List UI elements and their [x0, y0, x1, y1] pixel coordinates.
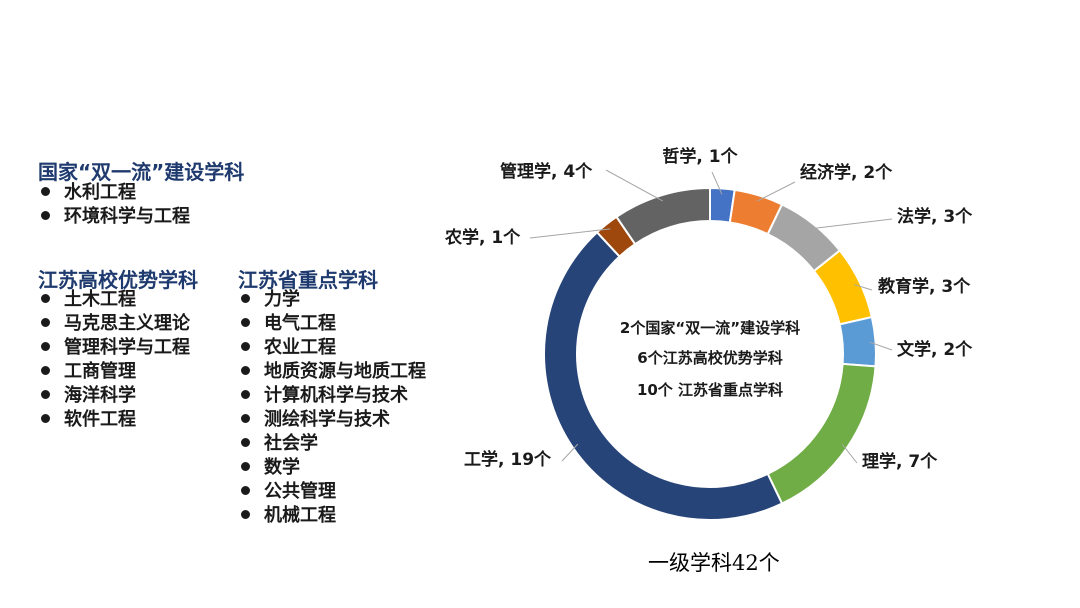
- bullet-icon: [41, 294, 50, 303]
- leader-line: [711, 171, 723, 195]
- list-item-label: 力学: [264, 289, 300, 310]
- bullet-icon: [241, 462, 250, 471]
- double-first-class-heading: 国家“双一流”建设学科: [38, 160, 245, 184]
- list-item-label: 海洋科学: [64, 385, 136, 406]
- list-item: 土木工程: [38, 288, 190, 312]
- list-item: 机械工程: [238, 504, 426, 528]
- bullet-icon: [241, 366, 250, 375]
- data-label: 农学, 1个: [444, 227, 521, 248]
- slice-工学: [543, 230, 784, 522]
- leader-line: [756, 181, 796, 202]
- center-text-line-1: 2个国家“双一流”建设学科: [620, 319, 800, 337]
- list-item-label: 计算机科学与技术: [264, 385, 408, 406]
- data-label: 法学, 3个: [897, 206, 973, 227]
- jiangsu-advantage-list: 土木工程 马克思主义理论 管理科学与工程 工商管理 海洋科学 软件工程: [38, 288, 190, 432]
- list-item-label: 管理科学与工程: [64, 337, 190, 358]
- bullet-icon: [41, 366, 50, 375]
- leader-line: [561, 443, 579, 462]
- chart-caption: 一级学科42个: [648, 551, 780, 575]
- bullet-icon: [41, 390, 50, 399]
- bullet-icon: [241, 486, 250, 495]
- list-item-label: 数学: [264, 457, 300, 478]
- list-item: 农业工程: [238, 336, 426, 360]
- bullet-icon: [41, 414, 50, 423]
- bullet-icon: [241, 510, 250, 519]
- list-item-label: 软件工程: [64, 409, 136, 430]
- data-label: 理学, 7个: [862, 451, 938, 472]
- list-item-label: 农业工程: [264, 337, 336, 358]
- list-item: 环境科学与工程: [38, 205, 190, 229]
- bullet-icon: [41, 318, 50, 327]
- leader-line: [869, 341, 893, 351]
- list-item: 力学: [238, 288, 426, 312]
- list-item: 水利工程: [38, 181, 190, 205]
- donut-slices: [543, 186, 877, 522]
- center-text-line-2: 6个江苏高校优势学科: [637, 349, 782, 367]
- leader-line: [854, 284, 873, 291]
- list-item: 公共管理: [238, 480, 426, 504]
- list-item-label: 土木工程: [64, 289, 136, 310]
- center-text-line-3: 10个 江苏省重点学科: [637, 381, 783, 399]
- list-item-label: 水利工程: [64, 182, 136, 203]
- list-item-label: 环境科学与工程: [64, 206, 190, 227]
- slice-管理学: [615, 186, 711, 246]
- list-item: 管理科学与工程: [38, 336, 190, 360]
- data-label: 文学, 2个: [897, 339, 973, 360]
- data-label: 教育学, 3个: [877, 276, 971, 297]
- list-item: 软件工程: [38, 408, 190, 432]
- list-item-label: 地质资源与地质工程: [264, 361, 426, 382]
- bullet-icon: [241, 438, 250, 447]
- bullet-icon: [41, 187, 50, 196]
- leader-line: [841, 443, 858, 464]
- jiangsu-key-list: 力学 电气工程 农业工程 地质资源与地质工程 计算机科学与技术 测绘科学与技术 …: [238, 288, 426, 528]
- list-item-label: 马克思主义理论: [64, 313, 190, 334]
- leader-lines: [529, 169, 893, 464]
- data-label: 哲学, 1个: [662, 146, 738, 167]
- list-item-label: 社会学: [264, 433, 318, 454]
- list-item: 地质资源与地质工程: [238, 360, 426, 384]
- leader-line: [605, 169, 664, 202]
- bullet-icon: [241, 294, 250, 303]
- slice-文学: [838, 315, 877, 368]
- bullet-icon: [241, 414, 250, 423]
- list-item: 工商管理: [38, 360, 190, 384]
- list-item: 数学: [238, 456, 426, 480]
- bullet-icon: [41, 211, 50, 220]
- double-first-class-list: 水利工程 环境科学与工程: [38, 181, 190, 229]
- list-item-label: 测绘科学与技术: [264, 409, 390, 430]
- jiangsu-advantage-heading: 江苏高校优势学科: [38, 268, 198, 292]
- data-label: 管理学, 4个: [500, 161, 593, 182]
- bullet-icon: [241, 342, 250, 351]
- data-label: 经济学, 2个: [800, 162, 893, 183]
- bullet-icon: [241, 318, 250, 327]
- jiangsu-key-heading: 江苏省重点学科: [238, 268, 378, 292]
- list-item: 马克思主义理论: [38, 312, 190, 336]
- list-item-label: 机械工程: [264, 505, 336, 526]
- list-item: 计算机科学与技术: [238, 384, 426, 408]
- slice-理学: [766, 362, 877, 505]
- data-label: 工学, 19个: [464, 449, 552, 470]
- leader-line: [529, 228, 611, 239]
- list-item-label: 公共管理: [264, 481, 336, 502]
- list-item: 电气工程: [238, 312, 426, 336]
- leader-line: [809, 218, 893, 230]
- bullet-icon: [241, 390, 250, 399]
- bullet-icon: [41, 342, 50, 351]
- list-item-label: 工商管理: [64, 361, 136, 382]
- list-item-label: 电气工程: [264, 313, 336, 334]
- list-item: 测绘科学与技术: [238, 408, 426, 432]
- list-item: 海洋科学: [38, 384, 190, 408]
- list-item: 社会学: [238, 432, 426, 456]
